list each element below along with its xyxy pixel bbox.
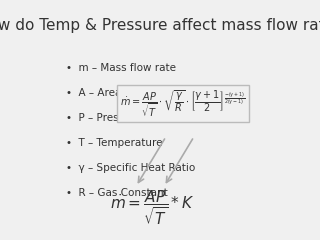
Text: •  P – Pressure: • P – Pressure xyxy=(66,113,141,123)
Text: •  γ – Specific Heat Ratio: • γ – Specific Heat Ratio xyxy=(66,163,195,173)
Text: $\dot{m} = \dfrac{AP}{\sqrt{T}} \cdot \sqrt{\dfrac{\gamma}{R}} \cdot \left[\dfra: $\dot{m} = \dfrac{AP}{\sqrt{T}} \cdot \s… xyxy=(120,88,246,119)
Text: •  R – Gas Constant: • R – Gas Constant xyxy=(66,188,168,198)
Text: •  A – Area of valve opening: • A – Area of valve opening xyxy=(66,88,212,98)
Text: $\dot{m} = \dfrac{AP}{\sqrt{T}} * K$: $\dot{m} = \dfrac{AP}{\sqrt{T}} * K$ xyxy=(110,188,194,227)
Text: How do Temp & Pressure affect mass flow rate?: How do Temp & Pressure affect mass flow … xyxy=(0,18,320,33)
Text: •  T – Temperature: • T – Temperature xyxy=(66,138,163,148)
Text: •  m – Mass flow rate: • m – Mass flow rate xyxy=(66,63,176,73)
